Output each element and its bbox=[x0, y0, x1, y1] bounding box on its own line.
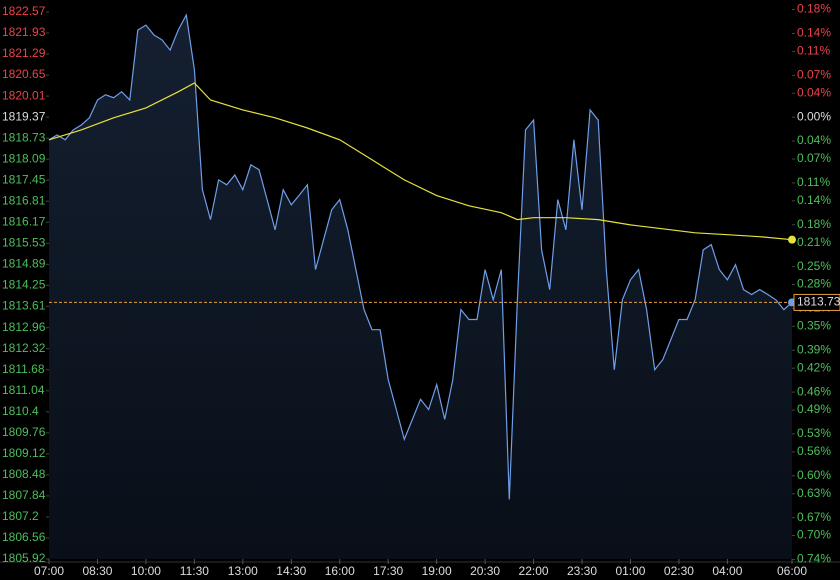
last-price-label: 1813.73 bbox=[797, 295, 840, 309]
y-tick-label: 1812.32 bbox=[2, 341, 46, 355]
y-tick-label: 1818.73 bbox=[2, 130, 46, 144]
y2-tick-label: 0.18% bbox=[797, 217, 831, 231]
y-tick-label: 1805.92 bbox=[2, 551, 46, 565]
y2-tick-label: 0.07% bbox=[797, 67, 831, 81]
y2-tick-label: 0.14% bbox=[797, 193, 831, 207]
y2-tick-label: 0.39% bbox=[797, 342, 831, 356]
y-tick-label: 1815.53 bbox=[2, 235, 46, 249]
y2-tick-label: 0.21% bbox=[797, 235, 831, 249]
x-tick-label: 11:30 bbox=[180, 564, 209, 578]
x-tick-label: 06:00 bbox=[777, 564, 807, 578]
y-tick-label: 1817.45 bbox=[2, 172, 46, 186]
y-tick-label: 1809.12 bbox=[2, 446, 46, 460]
y-tick-label: 1821.29 bbox=[2, 46, 46, 60]
y2-tick-label: 0.11% bbox=[797, 175, 830, 189]
y-tick-label: 1813.61 bbox=[2, 299, 46, 313]
y2-tick-label: 0.53% bbox=[797, 426, 831, 440]
average-line bbox=[48, 82, 793, 241]
y2-tick-label: 0.46% bbox=[797, 384, 831, 398]
x-tick-label: 02:30 bbox=[664, 564, 694, 578]
y-tick-label: 1814.89 bbox=[2, 256, 46, 270]
x-tick-label: 13:00 bbox=[228, 564, 258, 578]
y-tick-label: 1821.93 bbox=[2, 25, 46, 39]
x-tick-label: 08:30 bbox=[82, 564, 112, 578]
x-tick-label: 23:30 bbox=[567, 564, 597, 578]
y-tick-label: 1811.68 bbox=[2, 362, 45, 376]
y-tick-label: 1822.57 bbox=[2, 4, 46, 18]
y2-tick-label: 0.04% bbox=[797, 133, 831, 147]
y2-tick-label: 0.42% bbox=[797, 360, 831, 374]
y2-tick-label: 0.14% bbox=[797, 26, 831, 40]
y-tick-label: 1816.81 bbox=[2, 193, 46, 207]
y2-tick-label: 0.63% bbox=[797, 486, 831, 500]
y-tick-label: 1807.2 bbox=[2, 509, 39, 523]
y-tick-label: 1812.96 bbox=[2, 320, 46, 334]
y-tick-label: 1818.09 bbox=[2, 151, 46, 165]
y-tick-label: 1811.04 bbox=[2, 383, 45, 397]
end-dot bbox=[788, 235, 796, 244]
y2-tick-label: 0.07% bbox=[797, 151, 831, 165]
x-tick-label: 01:00 bbox=[615, 564, 645, 578]
x-tick-label: 17:30 bbox=[373, 564, 403, 578]
x-tick-label: 14:30 bbox=[276, 564, 306, 578]
x-tick-label: 04:00 bbox=[712, 564, 742, 578]
y2-tick-label: 0.67% bbox=[797, 510, 831, 524]
y-tick-label: 1807.84 bbox=[2, 488, 46, 502]
y-tick-label: 1808.48 bbox=[2, 467, 46, 481]
x-tick-label: 07:00 bbox=[34, 564, 64, 578]
y2-tick-label: 0.74% bbox=[797, 552, 831, 566]
y-tick-label: 1810.4 bbox=[2, 404, 39, 418]
y-tick-label: 1819.37 bbox=[2, 109, 46, 123]
y2-tick-label: 0.11% bbox=[797, 44, 830, 58]
y2-tick-label: 0.70% bbox=[797, 528, 831, 542]
y2-tick-label: 0.04% bbox=[797, 85, 831, 99]
y2-tick-label: 0.00% bbox=[797, 109, 831, 123]
y-tick-label: 1809.76 bbox=[2, 425, 46, 439]
x-tick-label: 10:00 bbox=[131, 564, 161, 578]
x-tick-label: 19:00 bbox=[422, 564, 452, 578]
last-price-box bbox=[793, 293, 840, 311]
x-tick-label: 22:00 bbox=[519, 564, 549, 578]
y-tick-label: 1820.65 bbox=[2, 67, 46, 81]
y-tick-label: 1816.17 bbox=[2, 214, 46, 228]
x-tick-label: 20:30 bbox=[470, 564, 500, 578]
y-tick-label: 1806.56 bbox=[2, 530, 46, 544]
y-tick-label: 1814.25 bbox=[2, 278, 46, 292]
price-area bbox=[49, 15, 792, 559]
y2-tick-label: 0.35% bbox=[797, 319, 831, 333]
y2-tick-label: 0.49% bbox=[797, 402, 831, 416]
y2-tick-label: 0.56% bbox=[797, 444, 831, 458]
y2-tick-label: 0.60% bbox=[797, 468, 831, 482]
y-tick-label: 1820.01 bbox=[2, 88, 46, 102]
y2-tick-label: 0.18% bbox=[797, 2, 831, 16]
y2-tick-label: 0.28% bbox=[797, 277, 831, 291]
y2-tick-label: 0.25% bbox=[797, 259, 831, 273]
price-line bbox=[48, 13, 793, 500]
x-tick-label: 16:00 bbox=[325, 564, 355, 578]
